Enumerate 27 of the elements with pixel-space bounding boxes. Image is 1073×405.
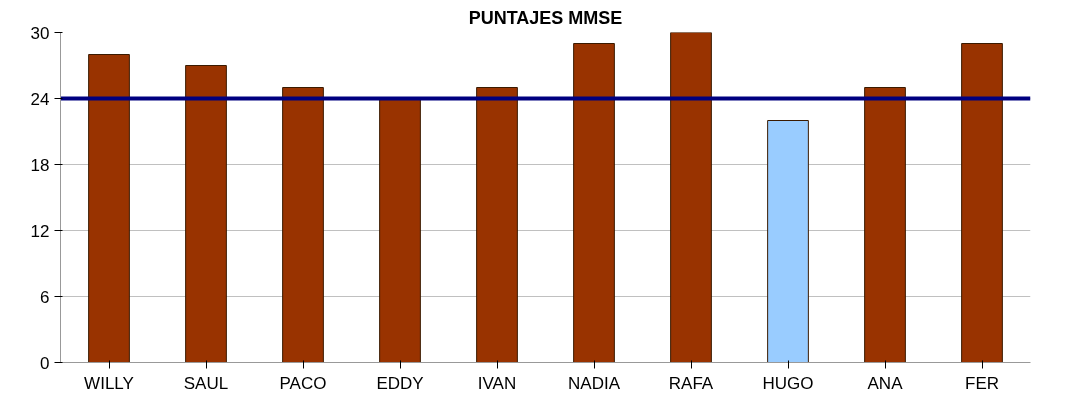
x-tick-label: IVAN [477, 373, 517, 393]
x-tick-label: RAFA [668, 373, 714, 393]
x-tick-label: FER [965, 373, 999, 393]
y-tick-label: 12 [30, 221, 50, 241]
x-tick-label: PACO [279, 373, 327, 393]
x-tick-label: NADIA [568, 373, 621, 393]
x-tick-label: SAUL [183, 373, 229, 393]
y-tick-label: 30 [30, 23, 50, 43]
bar [961, 43, 1003, 363]
y-tick-label: 24 [30, 89, 50, 109]
bar [88, 54, 130, 363]
y-tick-label: 6 [40, 287, 50, 307]
bar [476, 87, 518, 363]
bar [573, 43, 615, 363]
bar [670, 32, 712, 363]
y-tick-label: 0 [40, 353, 50, 373]
x-tick-label: EDDY [376, 373, 424, 393]
x-tick-label: ANA [867, 373, 904, 393]
bar [282, 87, 324, 363]
chart-title: PUNTAJES MMSE [468, 7, 623, 28]
bar [185, 65, 227, 363]
bar [767, 120, 809, 363]
bar [379, 98, 421, 363]
y-tick-label: 18 [30, 155, 50, 175]
bar [864, 87, 906, 363]
x-tick-label: WILLY [84, 373, 134, 393]
x-tick-label: HUGO [762, 373, 814, 393]
